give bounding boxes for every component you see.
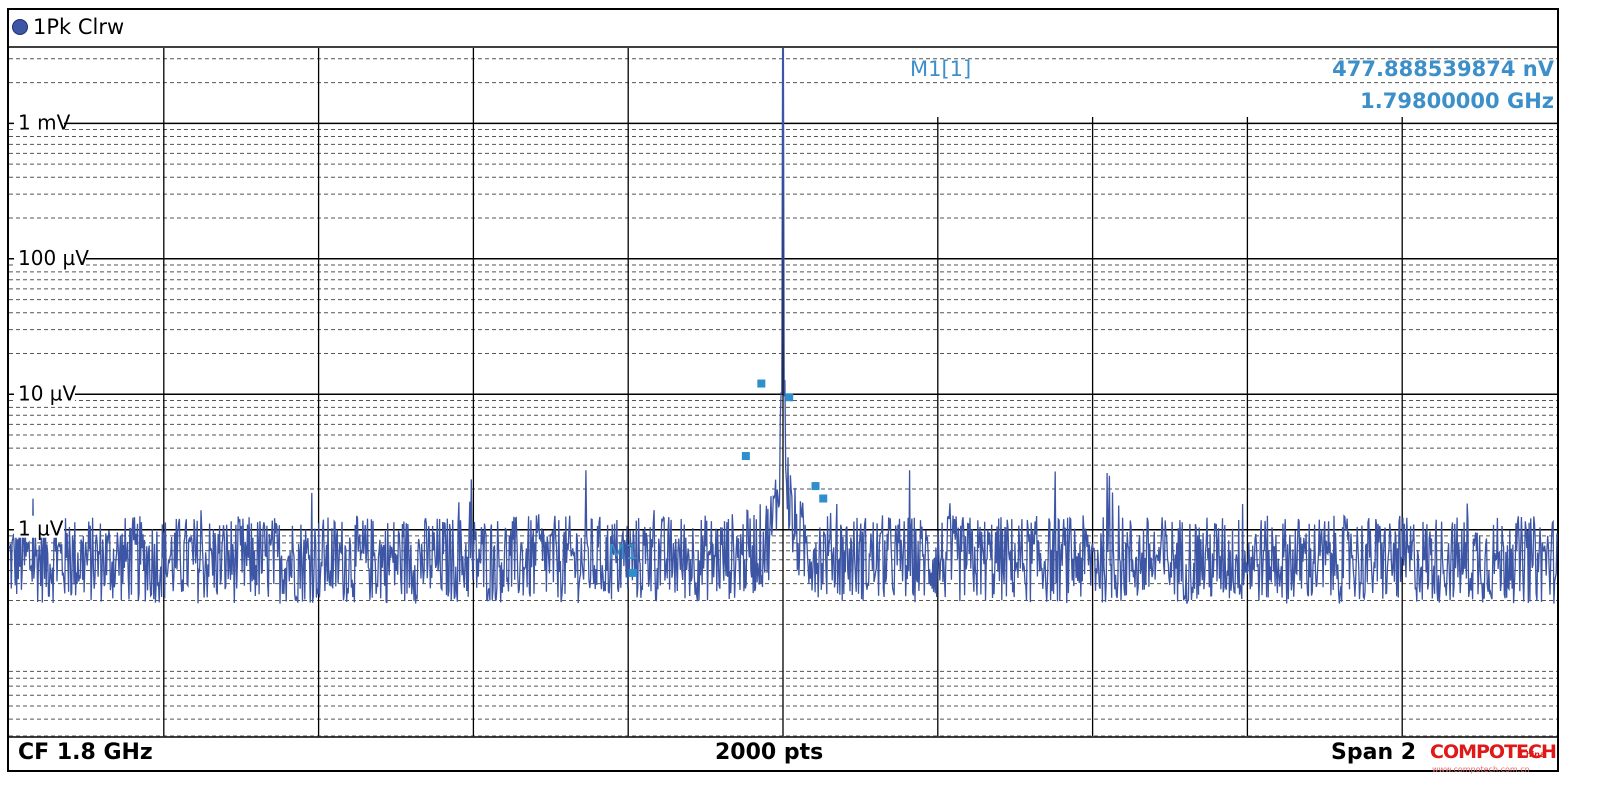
marker-readout-level: 477.888539874 nV [1332, 57, 1555, 81]
markers: M1 [608, 379, 828, 577]
watermark-logo: COMPOTECH [1430, 741, 1557, 763]
marker-m1-label: M1 [608, 540, 638, 564]
y-tick-label: 10 µV [18, 381, 77, 405]
peak-marker-point [741, 452, 750, 461]
span-label: Span 2 [1331, 740, 1417, 765]
points-label: 2000 pts [715, 740, 824, 765]
trace [8, 49, 1558, 604]
y-tick-label-bg [14, 109, 64, 132]
peak-marker-point [628, 568, 637, 577]
y-tick-label-bg [14, 244, 86, 267]
watermark-region: China [1520, 750, 1546, 759]
y-tick-label: 100 µV [18, 246, 89, 270]
watermark-brand: COMPOTECH [1430, 741, 1557, 763]
title-bar: 1Pk Clrw [8, 9, 1558, 47]
y-tick-label-bg [14, 515, 64, 538]
marker-readout-frequency: 1.79800000 GHz [1360, 89, 1554, 113]
y-tick-label: 1 µV [18, 517, 64, 541]
spectrum-trace-line [8, 49, 1558, 604]
peak-marker-point [757, 379, 766, 388]
peak-marker-point [819, 494, 828, 503]
peak-marker-point [785, 393, 794, 402]
plot-text: 1 mV 100 µV 10 µV 1 µV M1[1] 477.888539874 nV… [14, 57, 1555, 541]
grid [9, 48, 1557, 737]
watermark-url: www.compotech.com.cn [1432, 765, 1530, 774]
trace-indicator-icon[interactable] [12, 19, 28, 35]
marker-readout-name: M1[1] [910, 57, 971, 81]
peak-marker-point [811, 482, 820, 491]
y-tick-label-bg [14, 380, 75, 403]
center-frequency-label: CF 1.8 GHz [18, 740, 153, 765]
y-tick-label: 1 mV [18, 110, 71, 134]
trace-label: 1Pk Clrw [33, 15, 125, 39]
